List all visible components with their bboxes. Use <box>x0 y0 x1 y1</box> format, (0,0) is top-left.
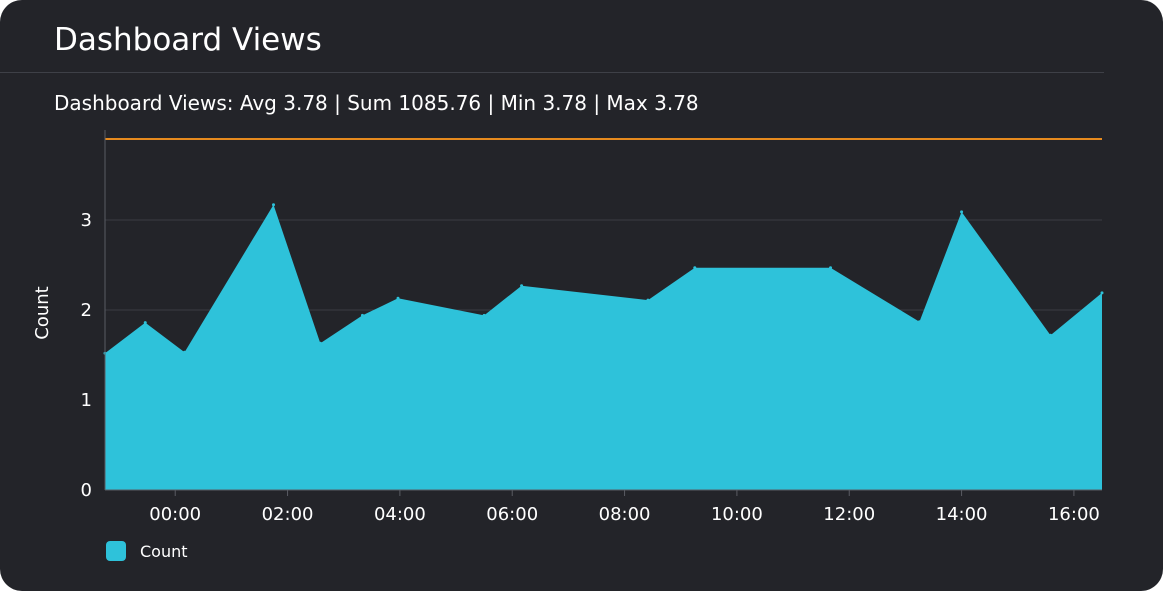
y-tick-label-1: 1 <box>81 390 92 411</box>
x-tick-label-0800: 08:00 <box>599 504 651 525</box>
panel-title: Dashboard Views <box>54 22 322 58</box>
x-tick-label-1400: 14:00 <box>936 504 988 525</box>
data-point-3 <box>272 203 276 207</box>
y-tick-label-2: 2 <box>81 300 92 321</box>
x-tick-label-0200: 02:00 <box>262 504 314 525</box>
data-point-12 <box>917 320 921 324</box>
x-tick-label-0000: 00:00 <box>149 504 201 525</box>
data-point-10 <box>693 266 697 270</box>
data-point-5 <box>360 313 364 317</box>
x-tick-label-0400: 04:00 <box>374 504 426 525</box>
y-tick-labels: 0 1 2 3 <box>81 210 92 501</box>
series-area <box>103 203 1104 490</box>
y-tick-label-3: 3 <box>81 210 92 231</box>
data-point-9 <box>646 298 650 302</box>
data-point-6 <box>396 296 400 300</box>
x-tick-label-1600: 16:00 <box>1048 504 1100 525</box>
data-point-7 <box>482 313 486 317</box>
x-tick-label-1200: 12:00 <box>823 504 875 525</box>
data-point-15 <box>1100 291 1104 295</box>
data-point-8 <box>520 284 524 288</box>
legend-label: Count <box>140 541 188 561</box>
axes <box>104 130 1102 491</box>
legend-swatch <box>106 541 126 561</box>
y-tick-label-0: 0 <box>81 480 92 501</box>
x-tick-labels: 00:00 02:00 04:00 06:00 08:00 10:00 12:00 14:00… <box>149 490 1100 525</box>
x-tick-label-1000: 10:00 <box>711 504 763 525</box>
data-point-11 <box>829 266 833 270</box>
y-axis-label: Count <box>32 286 53 339</box>
data-point-14 <box>1049 333 1053 337</box>
data-point-2 <box>183 350 187 354</box>
summary-stats: Dashboard Views: Avg 3.78 | Sum 1085.76 … <box>54 91 699 115</box>
legend[interactable]: Count <box>106 540 188 562</box>
x-tick-label-0600: 06:00 <box>486 504 538 525</box>
data-point-1 <box>143 321 147 325</box>
series-area-count <box>105 204 1102 490</box>
title-divider <box>0 72 1104 73</box>
data-point-4 <box>318 341 322 345</box>
data-point-13 <box>960 210 964 214</box>
